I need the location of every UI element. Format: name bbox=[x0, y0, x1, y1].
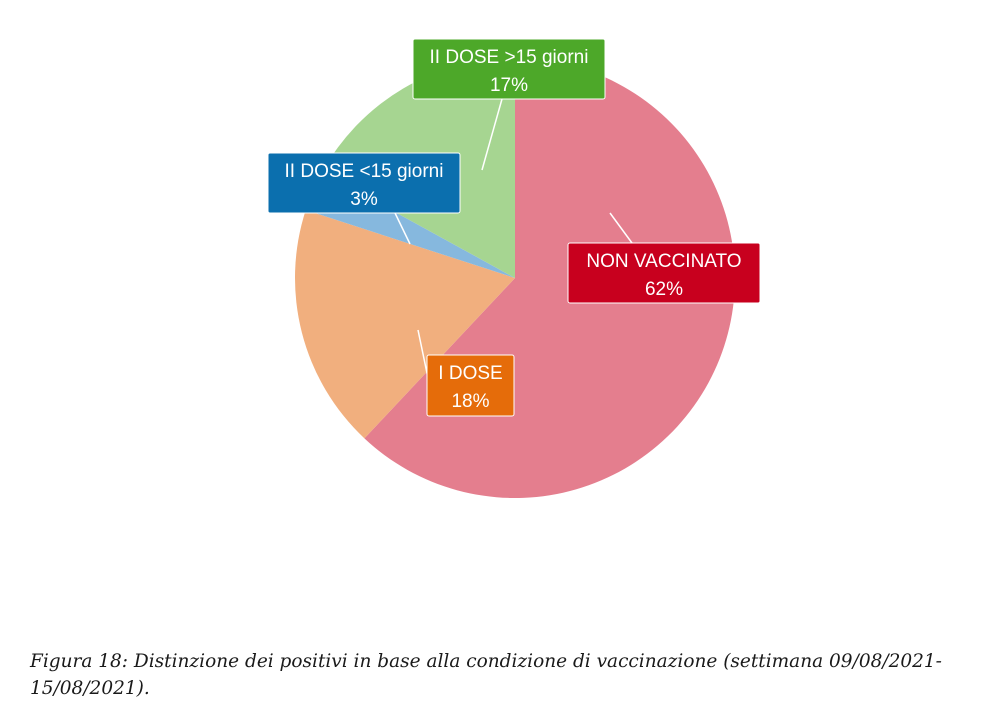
pie-slice-i-dose bbox=[295, 210, 515, 439]
data-label-ii-dose-lt15: II DOSE <15 giorni 3% bbox=[267, 152, 461, 214]
data-label-box-ii-dose-lt15 bbox=[267, 152, 461, 214]
data-label-box-non-vaccinato bbox=[567, 242, 761, 304]
leader-line-ii-dose-gt15 bbox=[481, 98, 503, 171]
data-label-category-i-dose: I DOSE bbox=[438, 363, 502, 384]
leader-line-i-dose bbox=[417, 329, 429, 379]
data-label-box-ii-dose-gt15 bbox=[412, 38, 606, 100]
figure-caption: Figura 18: Distinzione dei positivi in b… bbox=[30, 651, 942, 699]
data-label-value-i-dose: 18% bbox=[451, 391, 489, 412]
data-label-value-non-vaccinato: 62% bbox=[645, 279, 683, 300]
data-label-category-ii-dose-lt15: II DOSE <15 giorni bbox=[285, 161, 444, 182]
data-label-value-ii-dose-lt15: 3% bbox=[350, 189, 378, 210]
pie-chart: NON VACCINATO 62% I DOSE 18% II DOSE <15 gio… bbox=[267, 38, 761, 499]
data-label-category-ii-dose-gt15: II DOSE >15 giorni bbox=[430, 47, 589, 68]
leader-lines bbox=[394, 98, 633, 379]
data-label-box-i-dose bbox=[426, 354, 515, 417]
data-label-value-ii-dose-gt15: 17% bbox=[490, 75, 528, 96]
leader-line-non-vaccinato bbox=[609, 212, 633, 244]
data-labels: NON VACCINATO 62% I DOSE 18% II DOSE <15 gio… bbox=[267, 38, 761, 417]
leader-line-ii-dose-lt15 bbox=[394, 212, 411, 245]
data-label-ii-dose-gt15: II DOSE >15 giorni 17% bbox=[412, 38, 606, 100]
data-label-category-non-vaccinato: NON VACCINATO bbox=[586, 251, 741, 272]
data-label-non-vaccinato: NON VACCINATO 62% bbox=[567, 242, 761, 304]
data-label-i-dose: I DOSE 18% bbox=[426, 354, 515, 417]
